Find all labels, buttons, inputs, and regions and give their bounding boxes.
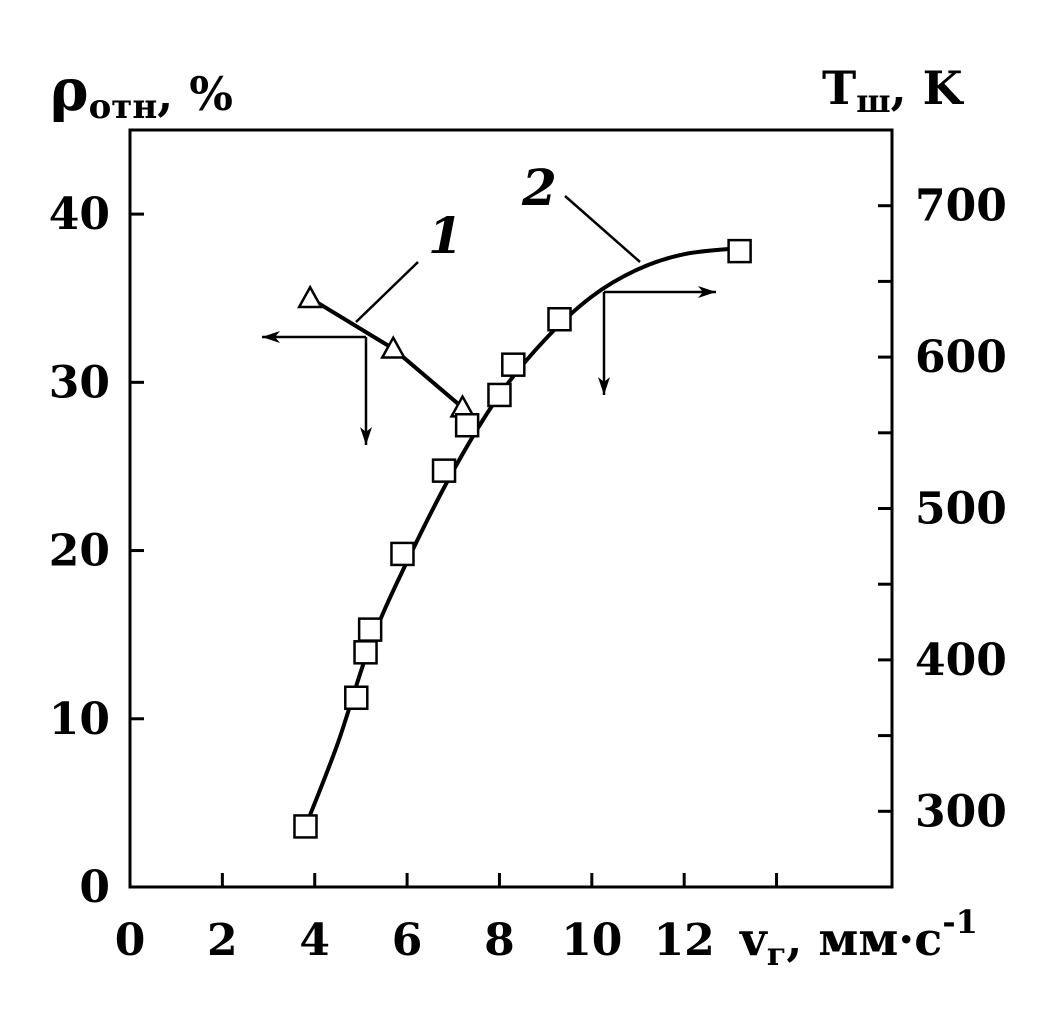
- x-axis-title: vг, мм·с-1: [739, 903, 978, 973]
- series-2-point-5: [431, 458, 457, 483]
- series-1-point-0: [296, 284, 324, 309]
- series-1-point-1: [380, 335, 407, 359]
- series-2-point-6: [454, 412, 480, 438]
- series-2-point-0: [293, 814, 318, 839]
- series-2-point-7: [487, 382, 512, 408]
- left-tick-label: 20: [49, 526, 110, 577]
- left-axis-title: ρотн, %: [50, 56, 233, 127]
- series-layer: [293, 238, 752, 839]
- series-2-point-4: [390, 541, 415, 567]
- x-axis-title-main: v: [739, 912, 768, 966]
- x-tick-label: 0: [115, 915, 146, 966]
- left-axis-title-main: ρ: [50, 56, 89, 124]
- x-tick-label: 2: [207, 915, 238, 966]
- series-2-point-9: [547, 307, 572, 332]
- right-axis-title-unit: , K: [891, 61, 965, 115]
- series-2-point-2: [353, 640, 378, 665]
- series-2-point-3: [357, 617, 383, 642]
- x-axis-title-unit: , мм·с: [786, 912, 942, 966]
- series-1-arrowhead-down: [360, 427, 372, 445]
- right-axis-title-sub: ш: [856, 82, 890, 120]
- x-axis-title-sup: -1: [942, 903, 978, 941]
- right-tick-label: 400: [915, 635, 1007, 686]
- tick-marks: [128, 204, 892, 889]
- right-tick-label: 700: [915, 181, 1007, 232]
- series-2-leader-line: [564, 195, 641, 263]
- left-tick-label: 30: [49, 357, 110, 408]
- right-tick-label: 300: [915, 786, 1007, 837]
- series-2-arrowhead-down: [598, 377, 610, 395]
- series-2-point-10: [727, 238, 752, 264]
- left-tick-label: 0: [79, 862, 110, 913]
- series-2-label: 2: [521, 158, 557, 217]
- series-2-arrowhead-right: [698, 286, 716, 298]
- x-tick-label: 8: [484, 915, 515, 966]
- x-axis-title-sub: г: [767, 935, 787, 973]
- series-1-leader-line: [355, 261, 419, 323]
- right-tick-label: 600: [915, 332, 1007, 383]
- left-tick-label: 40: [49, 189, 110, 240]
- x-tick-label: 4: [299, 915, 330, 966]
- series-2-point-1: [344, 685, 369, 710]
- right-axis-title-main: T: [822, 61, 856, 115]
- annotations: 12: [262, 158, 716, 445]
- series-2-point-8: [501, 352, 526, 377]
- tick-labels: 0 2 4 6 8 10 12 0 10 20 30 40 300 400 500 600 700: [49, 181, 1007, 966]
- x-tick-label: 10: [561, 915, 622, 966]
- right-axis-title: Tш, K: [822, 61, 965, 120]
- x-tick-label: 12: [654, 915, 715, 966]
- left-tick-label: 10: [49, 694, 110, 745]
- left-axis-title-sub: отн: [89, 87, 158, 127]
- x-tick-label: 6: [392, 915, 423, 966]
- left-axis-title-unit: , %: [157, 67, 233, 121]
- right-tick-label: 500: [915, 484, 1007, 535]
- plot-frame: [128, 128, 894, 889]
- series-1-label: 1: [428, 206, 463, 265]
- series-1-arrowhead-left: [262, 331, 280, 343]
